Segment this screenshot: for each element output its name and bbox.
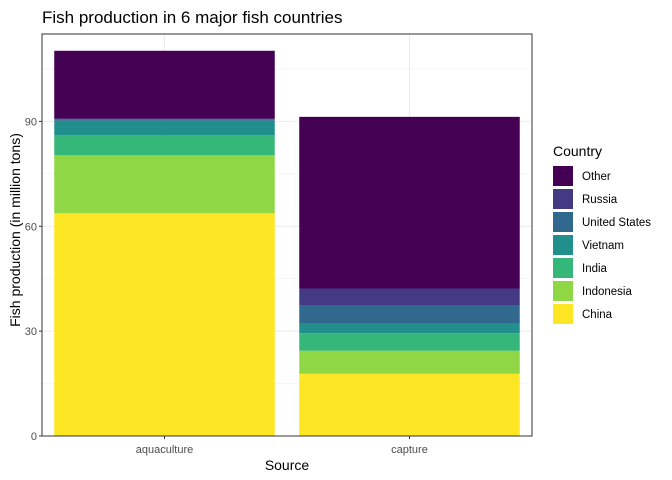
bar-russia-aquaculture — [54, 118, 275, 120]
bar-china-aquaculture — [54, 213, 275, 436]
bar-united-states-aquaculture — [54, 119, 275, 121]
x-axis-title: Source — [265, 457, 310, 473]
legend-label-india: India — [582, 263, 608, 275]
legend-key-other — [553, 166, 573, 186]
chart-title: Fish production in 6 major fish countrie… — [42, 8, 342, 27]
bar-indonesia-capture — [299, 350, 520, 374]
y-tick-label: 60 — [25, 221, 37, 233]
legend: Country Other Russia United States Vietnam I… — [553, 143, 651, 324]
legend-label-other: Other — [582, 171, 611, 183]
bar-vietnam-aquaculture — [54, 120, 275, 136]
bars — [54, 50, 520, 436]
legend-label-china: China — [582, 309, 613, 321]
legend-label-united-states: United States — [582, 217, 651, 229]
legend-key-russia — [553, 189, 573, 209]
bar-indonesia-aquaculture — [54, 155, 275, 214]
legend-key-vietnam — [553, 235, 573, 255]
x-tick-label-capture: capture — [391, 444, 428, 456]
legend-label-russia: Russia — [582, 194, 618, 206]
bar-russia-capture — [299, 288, 520, 306]
y-tick-label: 0 — [31, 431, 37, 443]
y-axis-ticks: 0 30 60 90 — [25, 116, 42, 443]
y-axis-title: Fish production (in million tons) — [7, 133, 23, 327]
bar-china-capture — [299, 373, 520, 436]
bar-india-capture — [299, 333, 520, 351]
legend-label-indonesia: Indonesia — [582, 286, 632, 298]
x-tick-label-aquaculture: aquaculture — [136, 444, 194, 456]
legend-key-indonesia — [553, 281, 573, 301]
bar-united-states-capture — [299, 305, 520, 324]
legend-key-india — [553, 258, 573, 278]
bar-vietnam-capture — [299, 323, 520, 334]
bar-india-aquaculture — [54, 135, 275, 156]
legend-label-vietnam: Vietnam — [582, 240, 624, 252]
bar-other-aquaculture — [54, 50, 275, 119]
bar-other-capture — [299, 116, 520, 289]
legend-key-china — [553, 304, 573, 324]
legend-title: Country — [553, 143, 602, 159]
y-tick-label: 90 — [25, 116, 37, 128]
x-axis-ticks: aquaculture capture — [136, 436, 428, 456]
panel-border — [41, 33, 533, 437]
y-tick-label: 30 — [25, 326, 37, 338]
legend-key-united-states — [553, 212, 573, 232]
